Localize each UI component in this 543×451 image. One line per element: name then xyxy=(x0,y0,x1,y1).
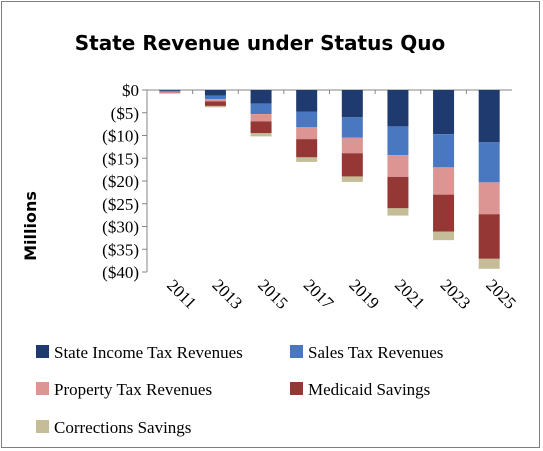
y-tick-label: $0 xyxy=(122,81,139,100)
x-tick-label: 2013 xyxy=(209,275,246,312)
bar-segment-4 xyxy=(387,176,409,209)
legend-label-5: Corrections Savings xyxy=(54,418,191,437)
legend-swatch-2 xyxy=(290,345,303,358)
bar-segment-3 xyxy=(478,182,500,215)
bar-segment-2 xyxy=(159,90,181,92)
bar-segment-4 xyxy=(478,214,500,259)
bar-segment-3 xyxy=(296,127,318,140)
bar-segment-1 xyxy=(387,90,409,127)
x-tick-label: 2011 xyxy=(163,276,200,313)
bar-segment-3 xyxy=(433,167,455,195)
legend-label-1: State Income Tax Revenues xyxy=(54,343,243,362)
x-tick-label: 2021 xyxy=(391,275,428,312)
bar-segment-5 xyxy=(478,258,500,269)
bar-segment-5 xyxy=(204,105,226,108)
bar-segment-3 xyxy=(159,91,181,93)
bar-segment-4 xyxy=(204,101,226,106)
legend-swatch-1 xyxy=(36,345,49,358)
legend-label-3: Property Tax Revenues xyxy=(54,380,212,399)
bar-segment-1 xyxy=(204,90,226,96)
bar-segment-4 xyxy=(159,92,181,94)
bar-segment-2 xyxy=(478,142,500,183)
plot-area: $0 ($5) ($10) ($15) ($20) ($25) ($30) ($35) ($40… xyxy=(102,81,520,313)
x-tick-label: 2017 xyxy=(300,275,338,313)
bar-segment-4 xyxy=(433,194,455,232)
y-tick-label: ($40) xyxy=(102,263,139,282)
bar-segment-4 xyxy=(250,121,272,134)
bar-segment-5 xyxy=(159,93,181,94)
legend-label-4: Medicaid Savings xyxy=(308,380,430,399)
y-tick-label: ($10) xyxy=(102,127,139,146)
x-tick-label: 2015 xyxy=(254,275,291,312)
bar-segment-4 xyxy=(296,139,318,158)
bar-segment-4 xyxy=(341,153,363,177)
bar-segment-3 xyxy=(204,99,226,102)
bar-segment-2 xyxy=(250,103,272,115)
y-axis-label: Millions xyxy=(21,191,40,261)
y-tick-label: ($15) xyxy=(102,149,139,168)
bar-segment-1 xyxy=(250,90,272,104)
legend-swatch-3 xyxy=(36,382,49,395)
bar-segment-2 xyxy=(296,111,318,128)
bar-segment-5 xyxy=(296,157,318,162)
y-tick-label: ($35) xyxy=(102,240,139,259)
legend: State Income Tax Revenues Sales Tax Reven… xyxy=(36,343,443,437)
x-tick-label: 2025 xyxy=(482,275,519,312)
bar-segment-3 xyxy=(387,155,409,177)
y-tick-label: ($5) xyxy=(111,104,139,123)
bar-segment-5 xyxy=(250,133,272,137)
y-tick-label: ($20) xyxy=(102,172,139,191)
bar-segment-3 xyxy=(341,137,363,154)
bar-segment-1 xyxy=(341,90,363,118)
bar-segment-1 xyxy=(433,90,455,135)
x-tick-label: 2019 xyxy=(345,275,382,312)
y-tick-label: ($25) xyxy=(102,195,139,214)
bar-segment-1 xyxy=(478,90,500,143)
bar-segment-2 xyxy=(341,117,363,138)
bar-segment-2 xyxy=(433,134,455,168)
x-tick-label: 2023 xyxy=(437,275,474,312)
y-tick-label: ($30) xyxy=(102,218,139,237)
bar-segment-5 xyxy=(341,176,363,182)
legend-swatch-4 xyxy=(290,382,303,395)
bar-segment-5 xyxy=(433,231,455,241)
bar-segment-2 xyxy=(387,126,409,156)
legend-label-2: Sales Tax Revenues xyxy=(308,343,443,362)
legend-swatch-5 xyxy=(36,420,49,433)
bar-segment-1 xyxy=(296,90,318,112)
bar-segment-2 xyxy=(204,95,226,100)
bar-segment-3 xyxy=(250,114,272,122)
bar-segment-5 xyxy=(387,208,409,216)
chart-title: State Revenue under Status Quo xyxy=(75,31,445,55)
bar-segment-1 xyxy=(159,90,181,91)
